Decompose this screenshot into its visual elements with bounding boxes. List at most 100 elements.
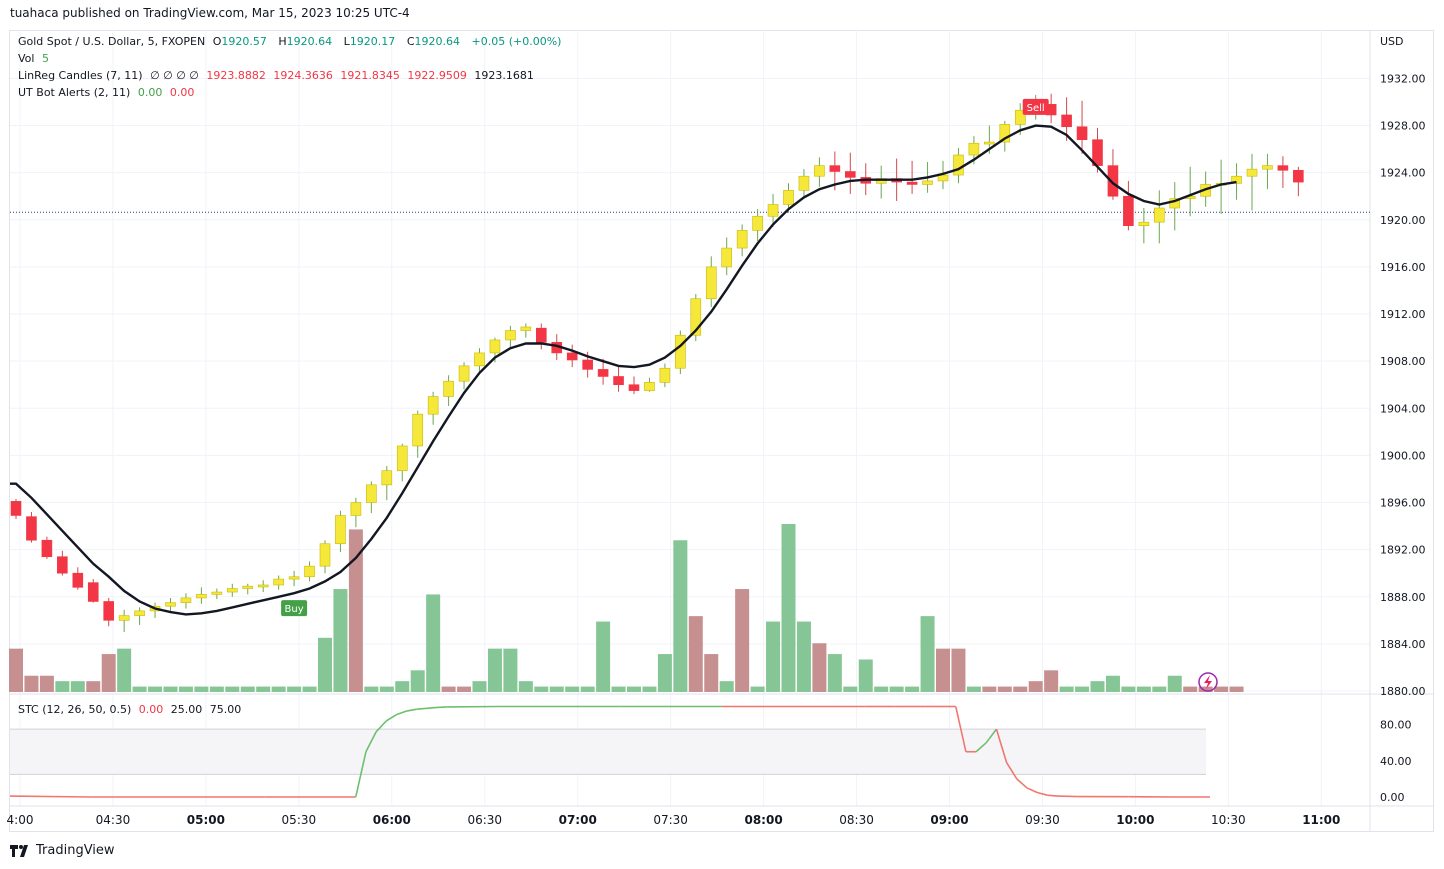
time-tick-label: 07:00 [559,813,597,827]
main-legend: Gold Spot / U.S. Dollar, 5, FXOPEN O1920… [18,35,565,48]
volume-bar [565,686,580,692]
candle-body [535,327,547,343]
volume-bar [163,686,178,692]
candle-body [319,543,331,567]
ut-value-2: 0.00 [169,86,195,99]
volume-bar [395,681,410,692]
candle-body [134,610,145,616]
volume-bar [858,659,873,692]
volume-bar [1075,686,1090,692]
volume-bar [1105,675,1120,692]
volume-bar [39,675,54,692]
volume-bar [117,648,132,692]
ut-label[interactable]: UT Bot Alerts (2, 11) [18,86,131,99]
volume-bar [889,686,904,692]
candle-body [273,578,284,586]
stc-tick-label: 0.00 [1380,791,1405,804]
low-label: L [343,35,350,48]
candle-body [984,141,995,145]
volume-bar [1229,686,1244,692]
open-value: 1920.57 [221,35,267,48]
candle-body [196,594,207,599]
candle-body [505,330,516,341]
candle-body [26,516,37,541]
stc-tick-label: 40.00 [1380,755,1412,768]
price-tick-label: 1912.00 [1380,308,1426,321]
volume-bar [457,686,472,692]
volume-bar [194,686,209,692]
price-tick-label: 1892.00 [1380,544,1426,557]
time-tick-label: 05:30 [282,813,317,827]
candle-body [953,154,964,176]
stc-band-fill [10,729,1206,775]
price-tick-label: 1920.00 [1380,214,1426,227]
candle-body [628,384,640,391]
candle-body [922,180,933,185]
price-tick-label: 1880.00 [1380,685,1426,698]
candle-body [165,602,176,607]
sell-signal-badge [1022,98,1049,115]
linreg-value-5: 1923.1681 [474,69,534,82]
candle-body [350,502,362,516]
volume-bar [426,594,441,692]
low-value: 1920.17 [349,35,396,48]
high-value: 1920.64 [286,35,333,48]
candle-body [72,572,84,588]
stc-line-segment [1005,762,1018,780]
candle-body [211,591,223,595]
candle-body [783,190,794,205]
candle-body [257,584,269,588]
candle-body [844,171,856,178]
volume-bar [781,524,796,692]
volume-bar [240,686,255,692]
volume-bar [611,686,626,692]
stc-line-segment [385,713,397,722]
brand-name: TradingView [36,843,115,858]
time-tick-label: 11:00 [1302,813,1340,827]
price-tick-label: 1924.00 [1380,167,1426,180]
vol-label[interactable]: Vol [18,52,35,65]
candle-body [1107,165,1119,197]
candle-body [57,556,68,574]
volume-bar [101,654,116,692]
volume-bar [827,654,842,692]
volume-bar [596,621,611,692]
time-tick-label: 08:30 [839,813,874,827]
candle-body [10,501,22,516]
candle-body [474,352,485,367]
candle-body [458,365,470,382]
time-tick-label: 10:30 [1211,813,1246,827]
volume-bar [379,686,394,692]
stc-line-segment [365,731,377,753]
volume-bar [348,529,363,692]
volume-bar [441,686,456,692]
volume-bar [905,686,920,692]
time-tick-label: 05:00 [187,813,225,827]
tradingview-brand[interactable]: TradingView [10,843,115,858]
volume-bar [178,686,193,692]
candle-body [798,175,810,191]
volume-bar [1013,686,1028,692]
stc-label[interactable]: STC (12, 26, 50, 0.5) [18,703,132,716]
time-tick-label: 06:00 [373,813,411,827]
stc-value-1: 0.00 [138,703,164,716]
symbol-title[interactable]: Gold Spot / U.S. Dollar, 5, FXOPEN [18,35,206,48]
volume-bar [1044,670,1059,692]
volume-bar [1028,681,1043,692]
volume-bar [209,686,224,692]
volume-bar [1090,681,1105,692]
linreg-flags: ∅ ∅ ∅ ∅ [150,69,199,82]
volume-bar [287,686,302,692]
vol-legend: Vol 5 [18,52,53,65]
volume-bar [936,648,950,692]
volume-bar [1167,675,1182,692]
candle-body [288,576,300,580]
candle-body [1277,165,1289,171]
linreg-label[interactable]: LinReg Candles (7, 11) [18,69,143,82]
candle-body [736,230,748,249]
buy-signal-label: Buy [285,604,304,615]
currency-label[interactable]: USD [1380,35,1404,48]
volume-bar [333,589,348,692]
stc-line-segment [416,707,428,711]
